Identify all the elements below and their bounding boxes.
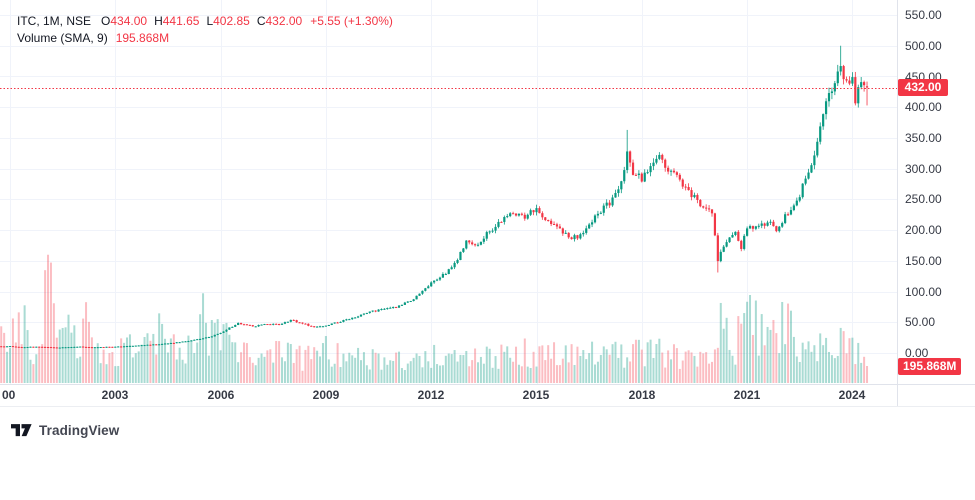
time-tick-2006: 2006	[207, 388, 235, 402]
tradingview-logo[interactable]: TradingView	[11, 423, 119, 438]
time-axis-border	[0, 384, 975, 385]
ohlc-open: O434.00	[101, 14, 148, 28]
price-axis[interactable]: 550.00 500.00 450.00 400.00 350.00 300.0…	[897, 0, 975, 406]
symbol-title[interactable]: ITC, 1M, NSE	[17, 14, 92, 28]
price-axis-border	[897, 0, 898, 406]
price-tick-150: 150.00	[905, 254, 942, 268]
chart-legend: ITC, 1M, NSE O434.00 H441.65 L402.85 C43…	[17, 13, 393, 47]
price-tick-550: 550.00	[905, 8, 942, 22]
time-axis[interactable]: 00 2003 2006 2009 2012 2015 2018 2021 20…	[0, 384, 975, 406]
price-tick-200: 200.00	[905, 223, 942, 237]
candlestick-volume-canvas[interactable]	[0, 0, 897, 384]
volume-badge: 195.868M	[898, 358, 962, 375]
time-tick-2015: 2015	[522, 388, 550, 402]
price-tick-500: 500.00	[905, 39, 942, 53]
price-tick-50: 50.00	[905, 315, 936, 329]
tradingview-logo-text: TradingView	[39, 423, 120, 438]
ohlc-high: H441.65	[154, 14, 200, 28]
price-tick-0: 0.00	[905, 346, 929, 360]
volume-legend-row: Volume (SMA, 9) 195.868M	[17, 30, 393, 47]
price-tick-300: 300.00	[905, 162, 942, 176]
ohlc-close: C432.00	[256, 14, 303, 28]
time-tick-2021: 2021	[733, 388, 761, 402]
ohlc-low: L402.85	[206, 14, 250, 28]
bottom-border	[0, 406, 975, 407]
price-tick-250: 250.00	[905, 192, 942, 206]
volume-study-value: 195.868M	[115, 31, 170, 45]
time-tick-2000: 00	[2, 388, 16, 402]
tradingview-logo-icon	[11, 424, 32, 437]
price-tick-400: 400.00	[905, 100, 942, 114]
time-tick-2024: 2024	[838, 388, 866, 402]
volume-study-label[interactable]: Volume (SMA, 9)	[17, 31, 108, 45]
last-price-badge: 432.00	[898, 79, 948, 96]
time-tick-2012: 2012	[417, 388, 445, 402]
time-tick-2018: 2018	[628, 388, 656, 402]
time-tick-2009: 2009	[312, 388, 340, 402]
symbol-legend-row: ITC, 1M, NSE O434.00 H441.65 L402.85 C43…	[17, 13, 393, 30]
price-tick-100: 100.00	[905, 285, 942, 299]
time-tick-2003: 2003	[101, 388, 129, 402]
price-tick-350: 350.00	[905, 131, 942, 145]
price-change: +5.55 (+1.30%)	[310, 14, 393, 28]
